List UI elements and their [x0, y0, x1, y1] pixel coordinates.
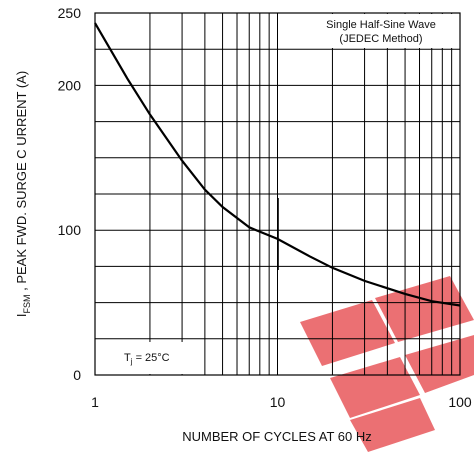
y-tick-label: 100 — [58, 222, 82, 238]
x-axis-label: NUMBER OF CYCLES AT 60 Hz — [182, 429, 372, 444]
y-axis-label: IFSM , PEAK FWD. SURGE C URRENT (A) — [14, 71, 32, 317]
legend-line-2: (JEDEC Method) — [339, 33, 422, 45]
plot-frame — [94, 12, 461, 376]
y-tick-label: 200 — [58, 77, 82, 93]
x-tick-label: 10 — [270, 394, 286, 410]
x-axis-ticks: 1 10 100 — [91, 394, 472, 410]
legend-line-1: Single Half-Sine Wave — [326, 19, 436, 31]
grid — [95, 13, 460, 375]
y-axis-ticks: 0 100 200 250 — [58, 5, 82, 383]
x-tick-label: 1 — [91, 394, 99, 410]
y-tick-label: 0 — [73, 367, 81, 383]
temperature-box — [96, 342, 184, 374]
temperature-label: Tj = 25°C — [124, 352, 170, 366]
legend-box — [302, 14, 459, 48]
series-line — [94, 22, 461, 307]
x-tick-label: 100 — [448, 394, 472, 410]
y-tick-label: 250 — [58, 5, 82, 21]
